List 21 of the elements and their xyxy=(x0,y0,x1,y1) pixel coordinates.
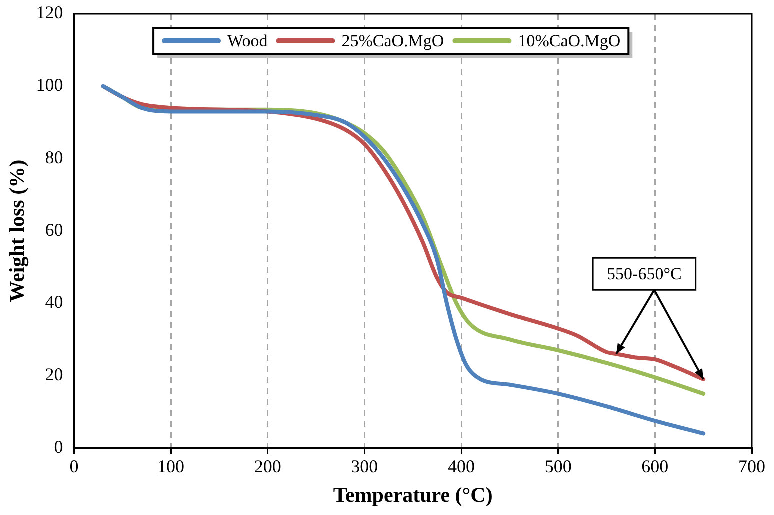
x-tick-label: 300 xyxy=(351,456,378,477)
y-tick-label: 40 xyxy=(45,292,64,312)
y-tick-label: 0 xyxy=(54,436,64,457)
x-tick-label: 100 xyxy=(158,456,185,477)
x-tick-label: 500 xyxy=(544,456,572,477)
x-tick-label: 600 xyxy=(642,456,669,477)
x-tick-label: 0 xyxy=(70,456,79,477)
annotation: 550-650°C xyxy=(607,264,682,284)
y-tick-label: 100 xyxy=(36,75,64,96)
x-tick-label: 400 xyxy=(448,456,476,477)
y-tick-label: 120 xyxy=(36,2,64,23)
legend-label: 25%CaO.MgO xyxy=(342,31,444,50)
legend-label: Wood xyxy=(228,31,268,50)
y-tick-label: 60 xyxy=(45,220,64,240)
x-tick-label: 200 xyxy=(254,456,282,477)
y-tick-label: 80 xyxy=(45,147,64,168)
x-axis-title: Temperature (°C) xyxy=(333,482,493,507)
y-tick-label: 20 xyxy=(45,364,64,385)
x-tick-label: 700 xyxy=(738,456,766,477)
legend-label: 10%CaO.MgO xyxy=(518,31,621,50)
y-axis-title: Weight loss (%) xyxy=(5,160,30,302)
